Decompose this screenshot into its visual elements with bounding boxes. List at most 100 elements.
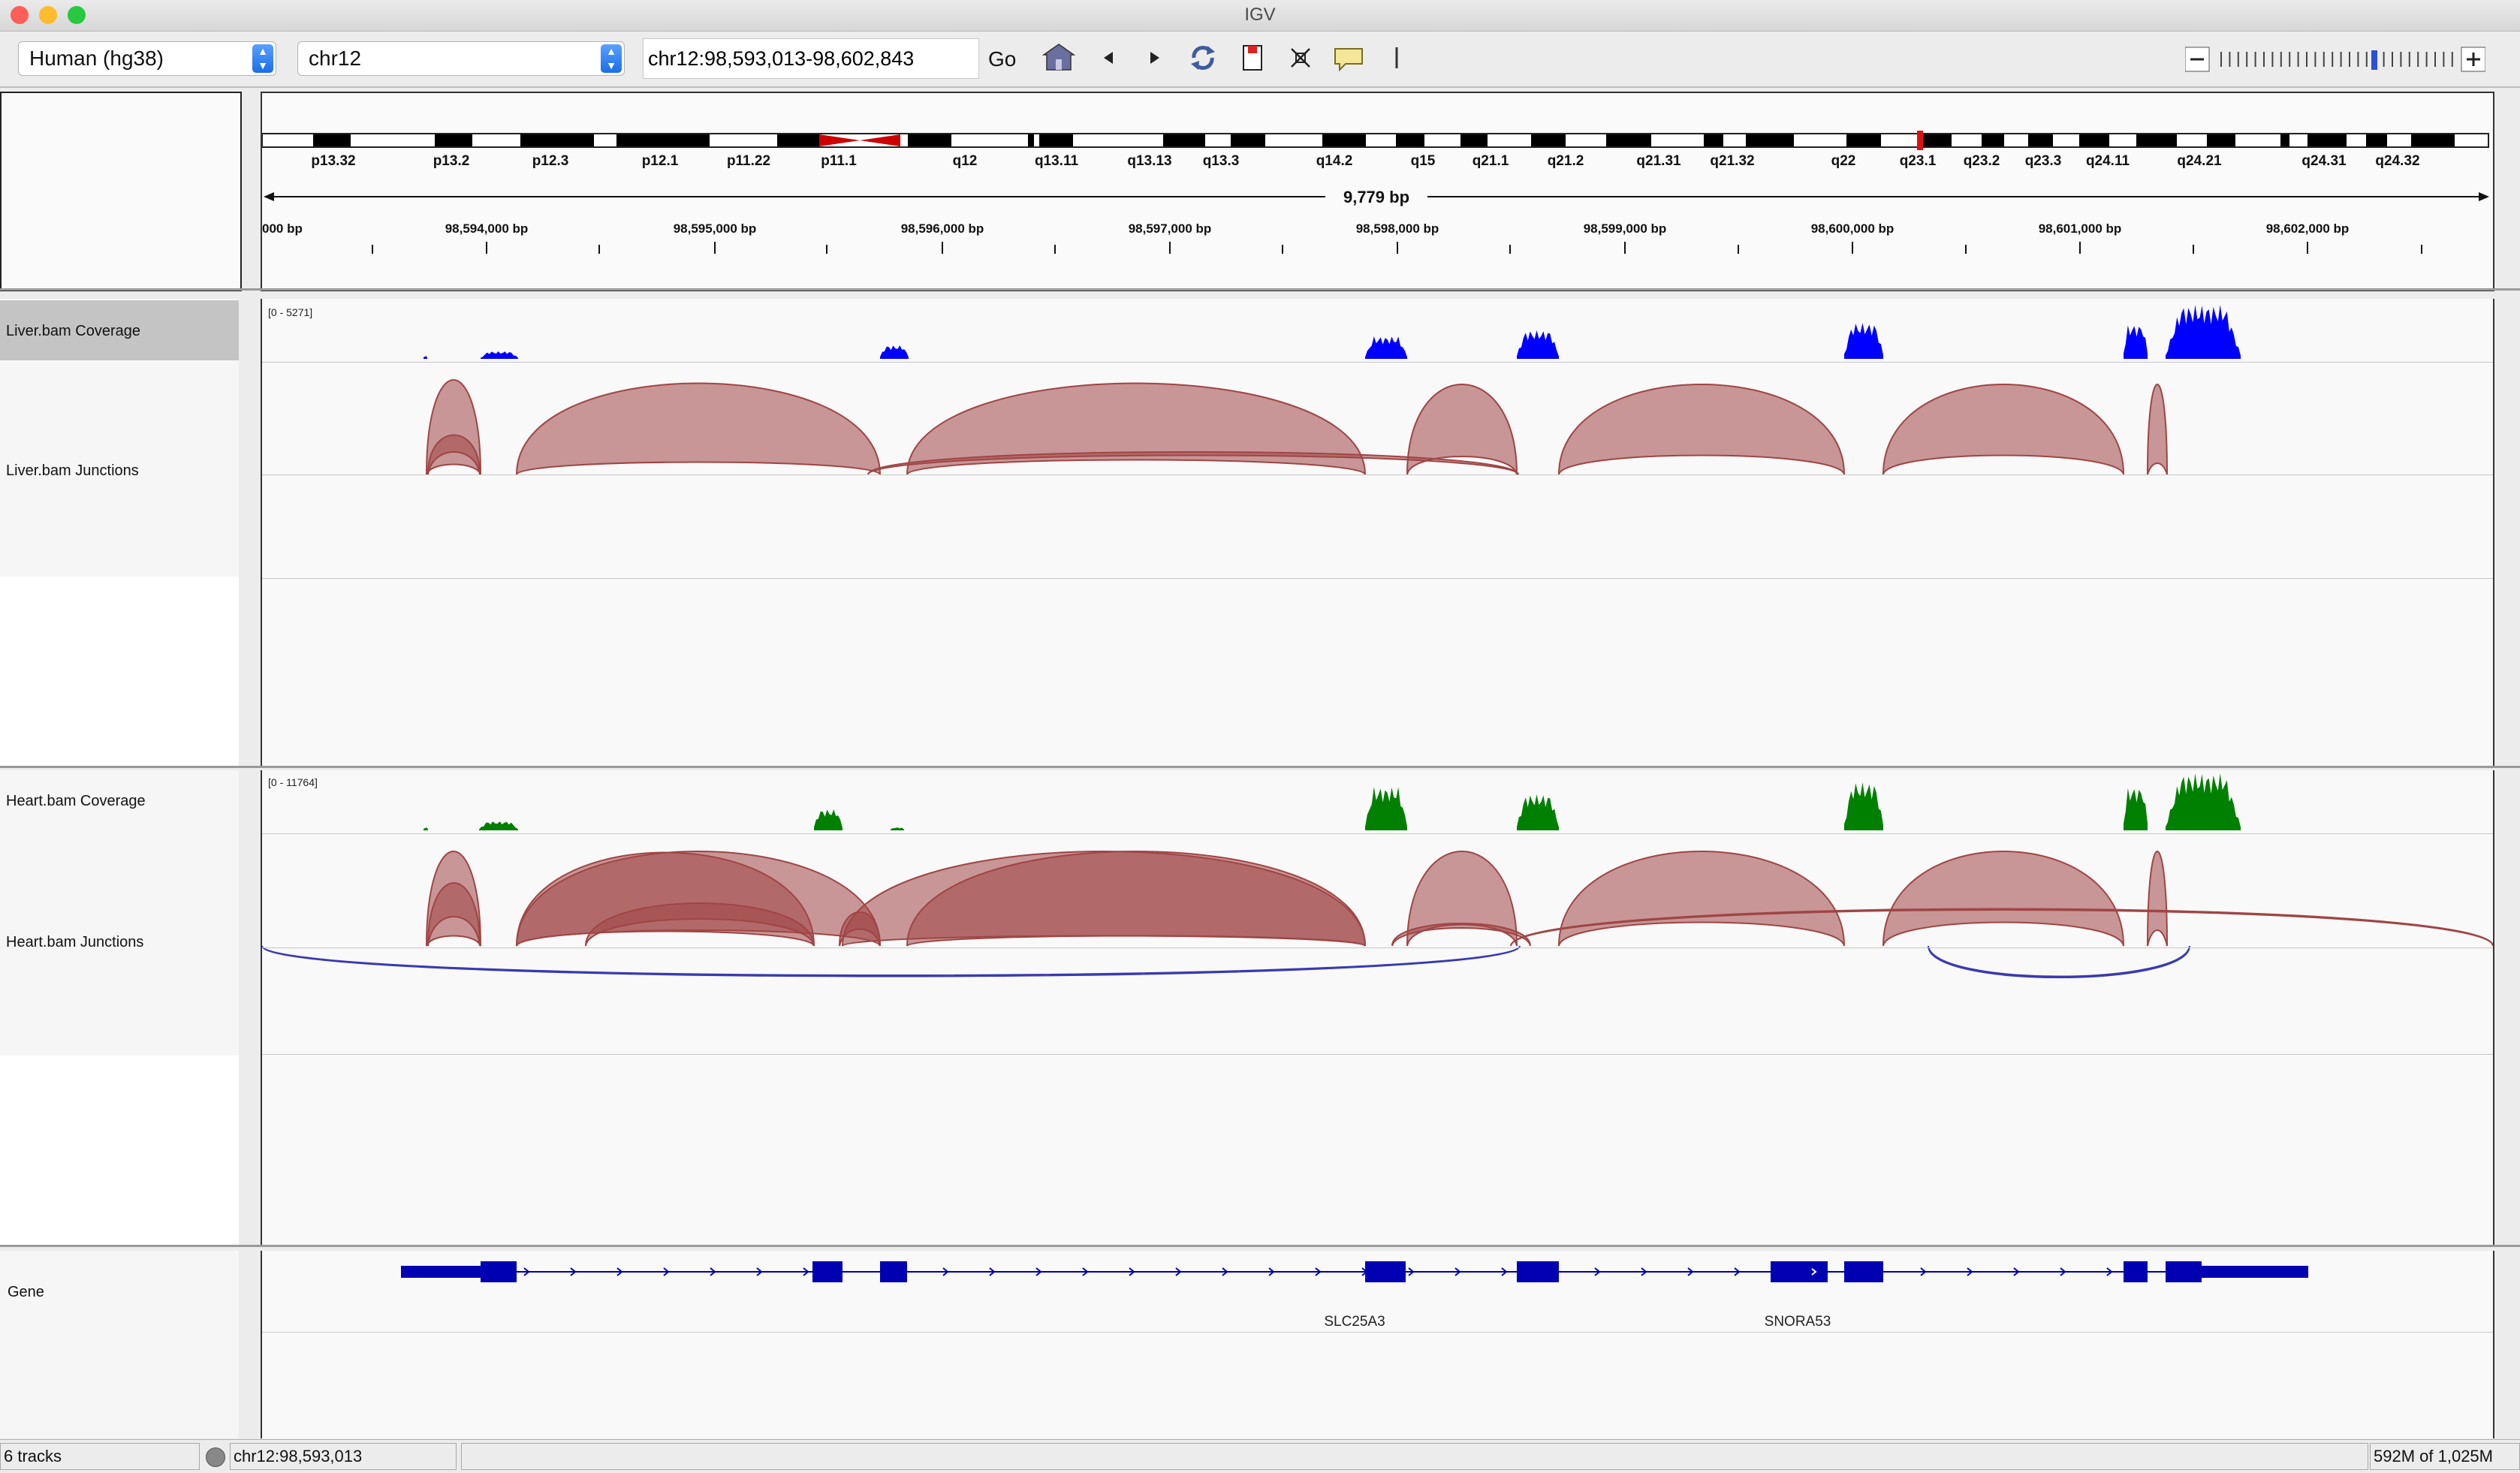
popup-info-icon[interactable]	[1331, 43, 1367, 76]
exon-block[interactable]	[481, 1261, 517, 1282]
panel-divider[interactable]	[0, 766, 2520, 768]
ruler-tick-label: 98,598,000 bp	[1356, 221, 1439, 236]
coverage-peak	[424, 827, 428, 830]
gene-track[interactable]: SLC25A3 SNORA53	[262, 1251, 2493, 1341]
forward-arrow-icon[interactable]	[1137, 43, 1173, 76]
junction-arc[interactable]	[2147, 851, 2168, 947]
close-window-button[interactable]	[11, 6, 29, 24]
utr-block	[2202, 1266, 2308, 1278]
band-label: q23.3	[2025, 153, 2062, 169]
heart-coverage-range: [0 - 11764]	[268, 776, 318, 788]
junction-arc[interactable]	[262, 945, 1521, 977]
junction-arc[interactable]	[427, 882, 481, 947]
region-of-interest-icon[interactable]	[1234, 43, 1271, 76]
home-icon[interactable]	[1041, 43, 1077, 76]
utr-block	[401, 1266, 484, 1278]
heart-coverage-track-name[interactable]: Heart.bam Coverage	[6, 793, 146, 809]
minimize-window-button[interactable]	[39, 6, 57, 24]
band-label: q24.21	[2177, 153, 2222, 169]
coverage-peak	[424, 356, 427, 359]
back-arrow-icon[interactable]	[1090, 43, 1126, 76]
gene-track-name[interactable]: Gene	[8, 1284, 44, 1300]
zoom-in-icon[interactable]	[2461, 47, 2486, 72]
exon-block[interactable]	[2166, 1261, 2202, 1282]
band-label: q13.3	[1203, 153, 1240, 169]
exon-block[interactable]	[1365, 1261, 1406, 1282]
band-label: q24.32	[2375, 153, 2419, 169]
fit-to-window-icon[interactable]	[1283, 43, 1319, 76]
heart-name-panel: Heart.bam Coverage Heart.bam Junctions	[0, 770, 239, 1245]
status-bar: 6 tracks chr12:98,593,013 592M of 1,025M	[0, 1439, 2520, 1473]
window-title: IGV	[1244, 5, 1276, 25]
junction-arc[interactable]	[516, 851, 815, 947]
refresh-icon[interactable]	[1185, 43, 1221, 76]
liver-junctions-track[interactable]	[262, 362, 2493, 482]
band-label: q14.2	[1316, 153, 1353, 169]
liver-junctions-track-name[interactable]: Liver.bam Junctions	[6, 462, 139, 479]
liver-coverage-track[interactable]	[262, 299, 2493, 362]
panel-divider[interactable]	[0, 1245, 2520, 1247]
exon-block[interactable]	[1844, 1261, 1883, 1282]
ruler-tick-label: 98,600,000 bp	[1811, 221, 1895, 236]
ruler-tick-label: 98,595,000 bp	[674, 221, 757, 236]
zoom-slider[interactable]	[2184, 43, 2486, 76]
coverage-peak	[1517, 794, 1559, 830]
junction-arc[interactable]	[906, 382, 1366, 475]
band-label: q13.13	[1127, 153, 1171, 169]
zoom-out-icon[interactable]	[2184, 47, 2210, 72]
go-button[interactable]: Go	[988, 47, 1017, 71]
junction-arc[interactable]	[1558, 384, 1845, 475]
junction-arc[interactable]	[1406, 851, 1518, 947]
gene-label[interactable]: SLC25A3	[1324, 1314, 1385, 1330]
ruler-tick-label: 000 bp	[262, 221, 303, 236]
junction-arc[interactable]	[585, 902, 815, 947]
heart-junctions-track[interactable]	[262, 833, 2493, 1051]
junction-arc[interactable]	[1928, 945, 2190, 978]
coverage-peak	[1365, 787, 1407, 830]
ruler-tick-label: 98,602,000 bp	[2266, 221, 2350, 236]
junction-arc[interactable]	[1882, 384, 2124, 475]
gene-name-panel: Gene	[0, 1251, 239, 1438]
coverage-peak	[1844, 782, 1883, 830]
band-label: q23.2	[1964, 153, 2000, 169]
band-label: q13.11	[1035, 153, 1079, 169]
exon-block[interactable]	[880, 1261, 907, 1282]
liver-coverage-track-name[interactable]: Liver.bam Coverage	[6, 323, 140, 339]
panel-divider[interactable]	[0, 288, 2520, 291]
band-label: p11.22	[727, 153, 770, 169]
locus-input[interactable]: chr12:98,593,013-98,602,843	[643, 38, 979, 79]
band-label: q21.2	[1548, 153, 1584, 169]
chromosome-dropdown-value: chr12	[309, 47, 362, 70]
coverage-peak	[2124, 325, 2148, 359]
dropdown-arrows-icon: ▲ ▼	[601, 44, 622, 73]
heart-junctions-track-name[interactable]: Heart.bam Junctions	[6, 934, 144, 950]
junction-arc[interactable]	[1558, 851, 1845, 947]
junction-arc[interactable]	[516, 382, 881, 475]
exon-block[interactable]	[1517, 1261, 1559, 1282]
junction-arc[interactable]	[1510, 908, 2493, 947]
heart-coverage-track[interactable]	[262, 770, 2493, 833]
junction-arc[interactable]	[2147, 384, 2168, 475]
zoom-window-button[interactable]	[68, 6, 86, 24]
chromosome-ideogram[interactable]: p13.32 p13.2 p12.3 p12.1 p11.22 p11.1 q12 q13.1…	[262, 108, 2493, 183]
ruler-line-icon[interactable]	[1379, 43, 1415, 76]
junction-arc[interactable]	[427, 434, 481, 475]
coverage-peak	[814, 809, 843, 830]
coverage-peak	[479, 821, 518, 830]
liver-coverage-range: [0 - 5271]	[268, 306, 313, 318]
junction-arc[interactable]	[906, 851, 1366, 947]
exon-block[interactable]	[812, 1261, 843, 1282]
chromosome-dropdown[interactable]: chr12 ▲ ▼	[297, 41, 625, 76]
junction-arc[interactable]	[1882, 851, 2124, 947]
zoom-thumb[interactable]	[2371, 50, 2377, 70]
junction-arc[interactable]	[1391, 923, 1531, 947]
junction-arc[interactable]	[1406, 384, 1518, 475]
band-label: p13.2	[433, 153, 470, 169]
cursor-position: chr12:98,593,013	[230, 1443, 457, 1470]
gene-label[interactable]: SNORA53	[1765, 1314, 1831, 1330]
ruler[interactable]: 9,779 bp 000 bp 98,594,000 bp 98,595,000 bp…	[262, 183, 2493, 288]
coverage-peak	[880, 345, 909, 359]
genome-dropdown[interactable]: Human (hg38) ▲ ▼	[18, 41, 276, 76]
exon-block[interactable]	[1771, 1261, 1828, 1282]
exon-block[interactable]	[2124, 1261, 2148, 1282]
